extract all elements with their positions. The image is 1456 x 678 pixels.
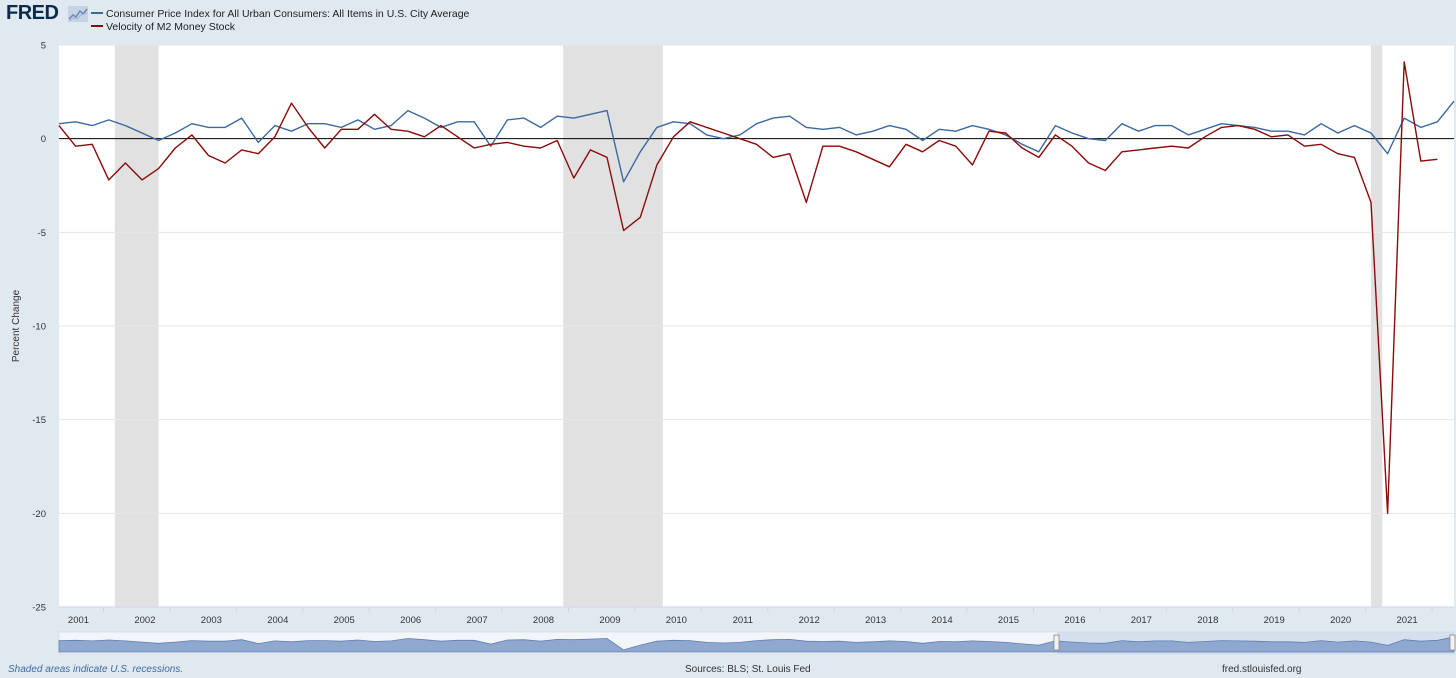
chart-header: FRED Consumer Price Index for All Urban … [0, 0, 1456, 44]
y-tick-label: -10 [32, 322, 46, 333]
series-line-cpi[interactable] [58, 100, 1455, 183]
fred-logo[interactable]: FRED [6, 2, 59, 24]
series-line-velocity[interactable] [58, 61, 1438, 514]
navigator-series [58, 636, 1455, 653]
x-tick-label: 2005 [334, 615, 355, 626]
y-tick-label: 5 [41, 41, 46, 52]
x-tick-label: 2014 [932, 615, 953, 626]
range-navigator[interactable] [58, 631, 1456, 655]
x-tick-label: 2016 [1064, 615, 1085, 626]
y-tick-label: 0 [41, 134, 46, 145]
x-tick-label: 2019 [1264, 615, 1285, 626]
y-tick-label: -20 [32, 509, 46, 520]
x-tick-label: 2018 [1197, 615, 1218, 626]
x-tick-label: 2011 [733, 615, 753, 626]
x-tick-label: 2013 [865, 615, 886, 626]
x-tick-label: 2001 [68, 615, 89, 626]
y-tick-label: -25 [32, 603, 46, 614]
site-link[interactable]: fred.stlouisfed.org [1222, 664, 1302, 675]
x-tick-label: 2002 [134, 615, 155, 626]
y-axis-label: Percent Change [11, 289, 22, 362]
legend-swatch-velocity [91, 25, 103, 28]
legend-item-velocity[interactable]: Velocity of M2 Money Stock [91, 21, 235, 33]
legend-label-cpi: Consumer Price Index for All Urban Consu… [106, 8, 470, 20]
fred-logo-graph-icon [68, 6, 88, 22]
x-tick-label: 2008 [533, 615, 554, 626]
x-tick-label: 2021 [1397, 615, 1418, 626]
legend-swatch-cpi [91, 12, 103, 15]
x-tick-label: 2009 [599, 615, 620, 626]
x-tick-label: 2015 [998, 615, 1019, 626]
x-tick-label: 2003 [201, 615, 222, 626]
x-tick-label: 2010 [666, 615, 687, 626]
legend-item-cpi[interactable]: Consumer Price Index for All Urban Consu… [91, 8, 469, 20]
x-tick-label: 2006 [400, 615, 421, 626]
x-tick-label: 2020 [1330, 615, 1351, 626]
navigator-left-handle[interactable] [1053, 634, 1060, 651]
x-tick-label: 2007 [467, 615, 488, 626]
sources-text: Sources: BLS; St. Louis Fed [685, 664, 811, 675]
legend-label-velocity: Velocity of M2 Money Stock [106, 21, 235, 33]
x-tick-label: 2012 [799, 615, 820, 626]
navigator-right-handle[interactable] [1449, 634, 1456, 651]
x-tick-label: 2017 [1131, 615, 1152, 626]
x-tick-label: 2004 [267, 615, 288, 626]
y-tick-label: -15 [32, 415, 46, 426]
recession-note: Shaded areas indicate U.S. recessions. [8, 664, 184, 675]
y-tick-label: -5 [38, 228, 46, 239]
